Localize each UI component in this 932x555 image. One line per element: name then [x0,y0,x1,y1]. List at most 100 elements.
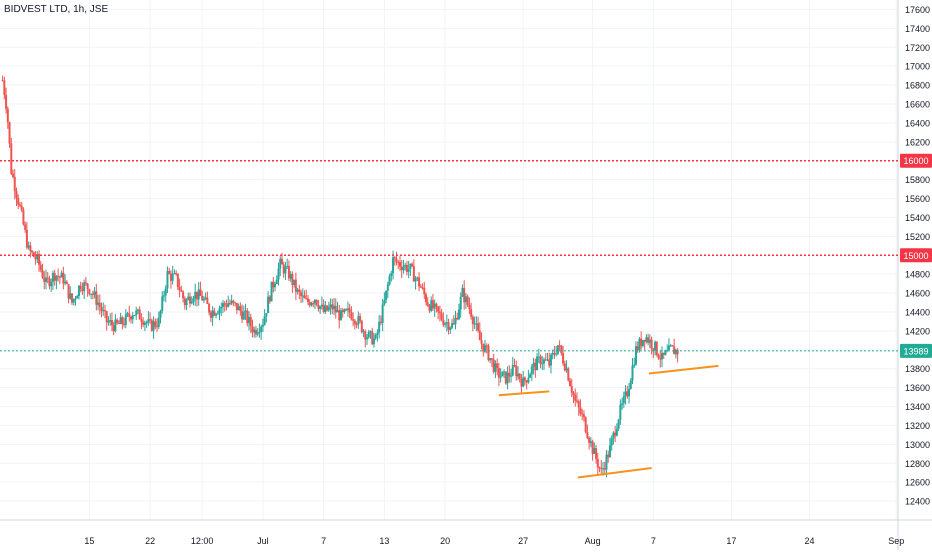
candle-body [303,295,306,299]
candle-body [452,323,455,325]
candle-body [449,327,452,330]
candle-body [232,300,235,303]
y-tick-label: 14400 [905,308,930,318]
candle-body [466,296,469,305]
candle-body [312,303,315,305]
candle-body [117,322,120,324]
candle-body [128,313,131,317]
candle-body [364,331,367,340]
candle-body [298,289,301,293]
candle-body [284,266,287,274]
candle-body [110,320,113,326]
candle-body [97,302,100,305]
candle-body [549,354,552,366]
candle-body [518,373,521,380]
candle-body [268,296,271,302]
candle-body [81,288,84,292]
candle-body [407,268,410,272]
candle-body [556,345,559,354]
candle-body [662,352,665,355]
candle-body [667,345,670,351]
candle-body [539,356,542,364]
x-tick-label: 15 [84,536,94,546]
candle-body [461,288,464,297]
level-tag-text: 16000 [903,156,928,166]
candle-body [647,337,650,343]
candle-body [293,279,296,286]
x-tick-label: 22 [145,536,155,546]
x-tick-label: 7 [651,536,656,546]
candle-body [577,401,580,408]
candle-body [145,322,148,324]
candle-body [666,350,669,352]
candle-body [274,283,277,288]
candle-body [72,298,75,303]
candle-body [530,366,533,375]
candle-body [579,407,582,414]
candle-body [208,303,211,313]
candle-body [544,359,547,361]
candle-body [50,281,53,287]
candle-body [345,309,348,311]
candle-body [187,296,190,300]
candle-body [157,317,160,327]
candle-body [197,289,200,300]
candle-body [55,275,58,281]
y-tick-label: 16400 [905,118,930,128]
candle-body [133,315,136,317]
candle-body [338,310,341,321]
candle-body [440,313,443,320]
candle-body [529,374,532,378]
candle-body [497,368,500,378]
candle-body [65,281,68,284]
candle-body [130,316,133,320]
candle-body [369,331,372,333]
candle-body [90,293,93,295]
candle-body [551,352,554,355]
candle-body [602,468,605,470]
candle-body [593,448,596,454]
candle-body [569,380,572,387]
candle-body [315,299,318,305]
candle-body [46,277,49,279]
candle-body [74,298,77,300]
candle-body [487,345,490,361]
candle-body [58,276,61,278]
candle-body [442,319,445,325]
candle-body [317,304,320,309]
level-tag-15000 [900,248,932,263]
candle-body [183,298,186,306]
candle-body [464,296,467,303]
candle-body [591,441,594,454]
candle-body [385,290,388,301]
candle-body [433,303,436,309]
candle-body [213,310,216,316]
candle-body [36,253,39,260]
candle-body [218,308,221,314]
candle-body [313,299,316,304]
candle-body [586,432,589,439]
candle-body [425,294,428,303]
y-tick-label: 13200 [905,421,930,431]
candle-body [492,359,495,372]
candle-body [41,270,44,278]
candle-body [249,317,252,327]
candle-body [676,349,679,355]
candle-body [366,337,369,340]
candle-body [456,317,459,320]
level-tag-16000 [900,153,932,168]
candle-body [8,122,11,144]
candle-body [29,245,32,252]
candle-body [339,310,342,321]
candle-body [643,339,646,342]
candle-body [194,291,197,299]
candle-body [654,341,657,351]
candle-body [659,358,662,360]
candle-body [628,389,631,397]
candle-body [558,345,561,347]
candle-body [18,204,21,206]
candle-body [234,302,237,304]
candle-body [5,95,8,109]
